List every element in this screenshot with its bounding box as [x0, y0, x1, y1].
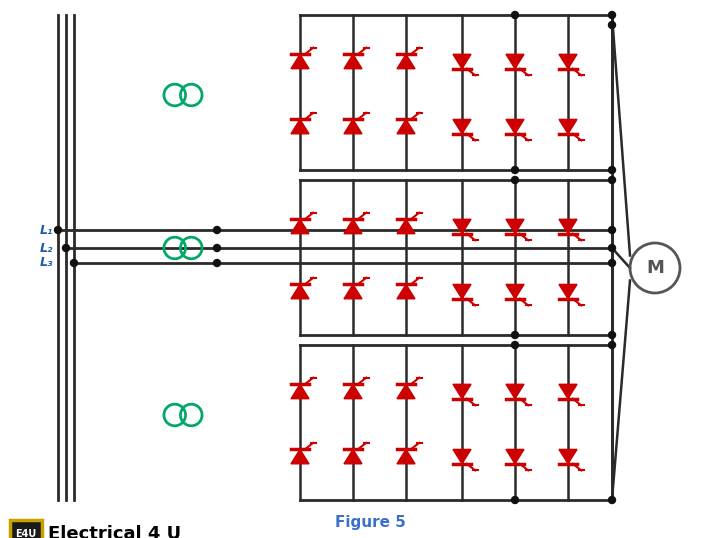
Polygon shape [453, 449, 471, 464]
Polygon shape [506, 119, 524, 134]
Polygon shape [453, 54, 471, 69]
Circle shape [608, 244, 615, 251]
Circle shape [62, 244, 69, 251]
Polygon shape [453, 220, 471, 233]
Text: L₃: L₃ [39, 257, 53, 270]
Polygon shape [344, 54, 362, 69]
Polygon shape [397, 220, 415, 233]
Circle shape [512, 342, 519, 349]
Circle shape [608, 497, 615, 504]
Polygon shape [559, 54, 577, 69]
Polygon shape [506, 384, 524, 399]
Circle shape [512, 497, 519, 504]
Circle shape [214, 226, 221, 233]
Polygon shape [559, 449, 577, 464]
Polygon shape [397, 285, 415, 299]
Circle shape [608, 166, 615, 173]
Polygon shape [506, 220, 524, 233]
Text: E4U: E4U [15, 529, 36, 538]
Polygon shape [453, 285, 471, 299]
Circle shape [512, 176, 519, 183]
Polygon shape [291, 449, 309, 464]
Circle shape [608, 22, 615, 29]
Circle shape [608, 259, 615, 266]
Polygon shape [344, 449, 362, 464]
Polygon shape [397, 119, 415, 134]
Polygon shape [291, 119, 309, 134]
Polygon shape [559, 220, 577, 233]
Polygon shape [453, 119, 471, 134]
Polygon shape [291, 384, 309, 399]
Circle shape [214, 244, 221, 251]
Polygon shape [344, 384, 362, 399]
Polygon shape [397, 54, 415, 69]
Polygon shape [506, 54, 524, 69]
Circle shape [608, 226, 615, 233]
Circle shape [512, 166, 519, 173]
Circle shape [512, 331, 519, 338]
Polygon shape [344, 285, 362, 299]
Polygon shape [344, 220, 362, 233]
Circle shape [608, 331, 615, 338]
Text: Figure 5: Figure 5 [334, 514, 405, 529]
Circle shape [214, 259, 221, 266]
Circle shape [608, 176, 615, 183]
Polygon shape [397, 384, 415, 399]
Polygon shape [506, 285, 524, 299]
Polygon shape [559, 285, 577, 299]
Circle shape [55, 226, 62, 233]
Polygon shape [506, 449, 524, 464]
Text: Electrical 4 U: Electrical 4 U [48, 525, 181, 538]
Polygon shape [453, 384, 471, 399]
Circle shape [608, 342, 615, 349]
Text: L₁: L₁ [39, 223, 53, 237]
Polygon shape [291, 54, 309, 69]
Polygon shape [344, 119, 362, 134]
Circle shape [608, 11, 615, 18]
Polygon shape [291, 220, 309, 233]
Text: M: M [646, 259, 664, 277]
Polygon shape [559, 119, 577, 134]
FancyBboxPatch shape [10, 520, 42, 538]
Polygon shape [291, 285, 309, 299]
Circle shape [71, 259, 78, 266]
Polygon shape [397, 449, 415, 464]
Text: L₂: L₂ [39, 242, 53, 254]
Circle shape [512, 11, 519, 18]
Polygon shape [559, 384, 577, 399]
